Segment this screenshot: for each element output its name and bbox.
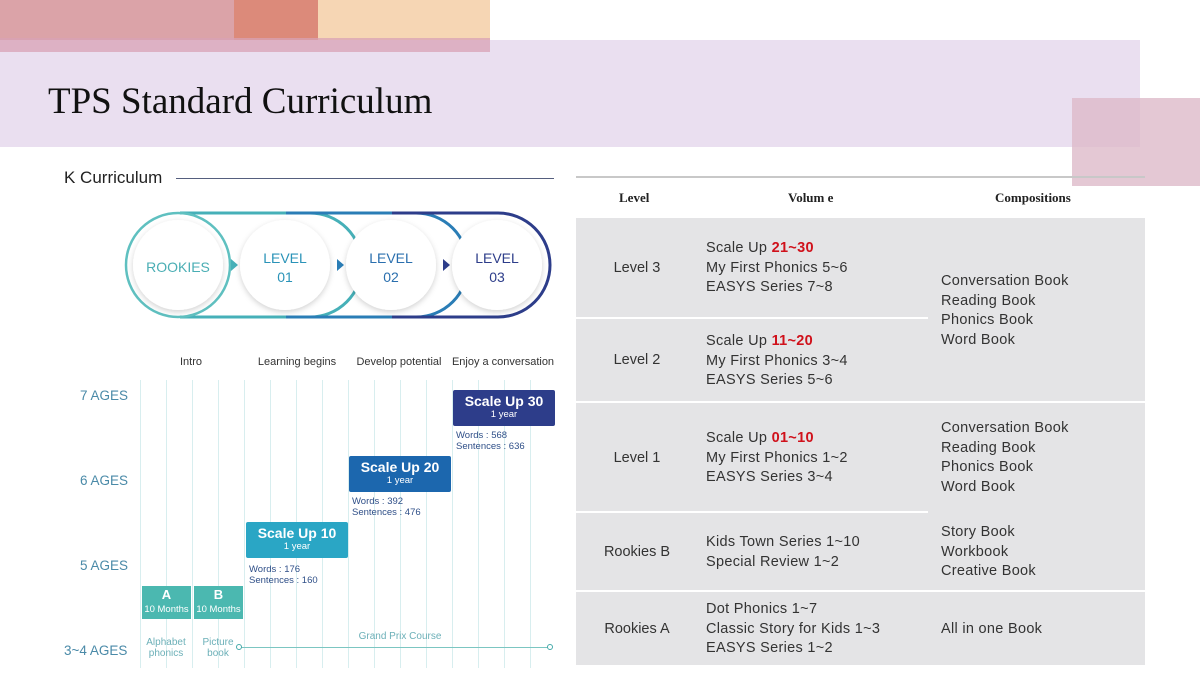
level-cell: Rookies B — [603, 544, 671, 560]
level-cell: Level 2 — [613, 352, 661, 368]
decor-block — [1072, 98, 1200, 186]
stage-caption: Learning begins — [257, 356, 337, 368]
compositions-cell: All in one Book — [941, 621, 1043, 637]
course-label: Grand Prix Course — [358, 631, 442, 642]
row-divider — [576, 401, 1145, 403]
header-level: Level — [619, 190, 650, 205]
stage-level-02 — [346, 220, 436, 310]
sentences-count: Sentences : 476 — [352, 507, 421, 518]
header-compositions: Compositions — [995, 190, 1071, 205]
level-cell: Level 1 — [613, 450, 661, 466]
compositions-cell: Conversation Book Reading Book Phonics B… — [941, 420, 1069, 495]
stage-level-03 — [452, 220, 542, 310]
scale-stats: Words : 392 Sentences : 476 — [352, 496, 421, 518]
scale-box-name: Scale Up 20 — [360, 459, 440, 475]
volume-cell: Scale Up 01~10 My First Phonics 1~2 EASY… — [706, 430, 848, 485]
volume-cell: Dot Phonics 1~7 Classic Story for Kids 1… — [706, 601, 881, 656]
ab-months: 10 Months — [144, 604, 189, 615]
stage-caption: Develop potential — [356, 356, 442, 368]
stage-rookies — [133, 220, 223, 310]
table-top-rule — [576, 176, 1145, 178]
scale-stats: Words : 176 Sentences : 160 — [249, 564, 318, 586]
ab-letter: A — [161, 587, 172, 602]
stage-level-01-label: LEVEL — [263, 250, 307, 266]
stage-rookies-label: ROOKIES — [146, 259, 210, 275]
rookies-a-box: A 10 Months — [142, 586, 191, 619]
compositions-cell: Story Book Workbook Creative Book — [941, 524, 1036, 579]
words-count: Words : 568 — [456, 430, 508, 441]
volume-cell: Scale Up 21~30 My First Phonics 5~6 EASY… — [706, 240, 848, 295]
section-heading: K Curriculum — [64, 168, 163, 187]
decor-block — [0, 38, 490, 52]
ab-caption: Picture book — [202, 637, 234, 659]
row-divider — [576, 590, 1145, 592]
scale-up-20-box: Scale Up 20 1 year — [349, 456, 451, 492]
title-band — [0, 40, 1140, 147]
ab-months: 10 Months — [196, 604, 241, 615]
row-divider — [576, 317, 928, 319]
scale-stats: Words : 568 Sentences : 636 — [456, 430, 525, 452]
divider — [176, 178, 554, 179]
course-end-dot — [547, 644, 553, 650]
level-cell: Rookies A — [604, 621, 670, 637]
scale-up-10-box: Scale Up 10 1 year — [246, 522, 348, 558]
rookies-b-box: B 10 Months — [194, 586, 243, 619]
stage-level-03-num: 03 — [489, 269, 505, 285]
stage-diagram: ROOKIES LEVEL 01 LEVEL 02 LEVEL 03 — [124, 211, 552, 319]
compositions-cell: Conversation Book Reading Book Phonics B… — [941, 273, 1069, 348]
sentences-count: Sentences : 636 — [456, 441, 525, 452]
row-divider — [576, 511, 928, 513]
age-label: 5 AGES — [80, 558, 129, 573]
age-label: 3~4 AGES — [64, 643, 128, 658]
stage-caption: Enjoy a conversation — [451, 356, 555, 368]
volume-range: 11~20 — [771, 333, 814, 349]
volume-range: 01~10 — [771, 430, 814, 446]
ab-caption: Alphabet phonics — [146, 637, 186, 659]
stage-level-03-label: LEVEL — [475, 250, 519, 266]
level-cell: Level 3 — [613, 260, 661, 276]
stage-level-02-num: 02 — [383, 269, 399, 285]
volume-range: 21~30 — [771, 240, 814, 256]
sentences-count: Sentences : 160 — [249, 575, 318, 586]
scale-box-name: Scale Up 30 — [464, 393, 544, 409]
stage-level-01-num: 01 — [277, 269, 293, 285]
age-label: 7 AGES — [80, 388, 129, 403]
scale-box-duration: 1 year — [283, 541, 311, 552]
age-label: 6 AGES — [80, 473, 129, 488]
course-line — [240, 647, 550, 648]
stage-level-02-label: LEVEL — [369, 250, 413, 266]
header-volume: Volum e — [788, 190, 834, 205]
volume-cell: Scale Up 11~20 My First Phonics 3~4 EASY… — [706, 333, 848, 388]
scale-box-duration: 1 year — [386, 475, 414, 486]
scale-box-name: Scale Up 10 — [257, 525, 337, 541]
stage-caption: Intro — [179, 356, 202, 368]
ab-letter: B — [213, 587, 224, 602]
slide-title: TPS Standard Curriculum — [48, 81, 433, 122]
course-start-dot — [236, 644, 242, 650]
stage-level-01 — [240, 220, 330, 310]
scale-box-duration: 1 year — [490, 409, 518, 420]
words-count: Words : 392 — [352, 496, 404, 507]
volume-cell: Kids Town Series 1~10 Special Review 1~2 — [706, 534, 860, 570]
words-count: Words : 176 — [249, 564, 301, 575]
scale-up-30-box: Scale Up 30 1 year — [453, 390, 555, 426]
